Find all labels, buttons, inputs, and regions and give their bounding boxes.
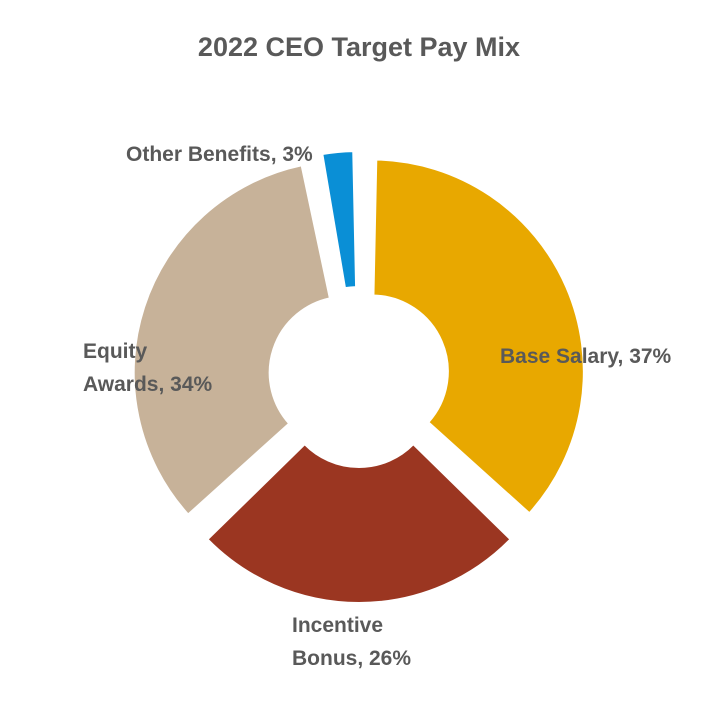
slice-base-salary	[372, 158, 585, 515]
slice-other-benefits	[321, 150, 358, 290]
label-line: Bonus, 26%	[292, 647, 411, 670]
label-line: Incentive	[292, 614, 383, 637]
label-other-benefits: Other Benefits, 3%	[126, 143, 313, 166]
label-equity-awards: Equity Awards, 34%	[83, 340, 213, 396]
slices-layer	[132, 150, 585, 604]
label-line: Base Salary, 37%	[500, 345, 672, 368]
chart-title: 2022 CEO Target Pay Mix	[198, 32, 520, 62]
label-line: Awards, 34%	[83, 373, 213, 396]
label-base-salary: Base Salary, 37%	[500, 345, 672, 368]
slice-incentive-bonus	[206, 442, 512, 604]
label-line: Equity	[83, 340, 147, 363]
slice-equity-awards	[132, 164, 332, 516]
label-incentive-bonus: Incentive Bonus, 26%	[292, 614, 411, 670]
labels-layer: Base Salary, 37% Incentive Bonus, 26% Equit…	[83, 143, 672, 670]
label-line: Other Benefits, 3%	[126, 143, 313, 166]
